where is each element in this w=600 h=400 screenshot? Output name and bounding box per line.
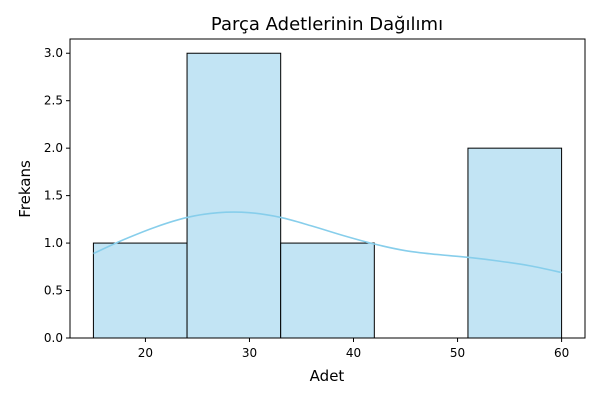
- x-tick-label: 50: [450, 346, 465, 360]
- x-tick-label: 20: [138, 346, 153, 360]
- y-tick-label: 2.0: [44, 141, 63, 155]
- x-tick-label: 60: [554, 346, 569, 360]
- y-tick-label: 0.5: [44, 284, 63, 298]
- histogram-bar-0: [92, 242, 188, 339]
- y-tick-label: 0.0: [44, 331, 63, 345]
- x-axis-label: Adet: [310, 367, 345, 385]
- y-tick-label: 1.0: [44, 236, 63, 250]
- x-axis-ticks: 20 30 40 50 60: [138, 338, 569, 360]
- x-tick-label: 40: [346, 346, 361, 360]
- plot-frame: [69, 38, 586, 339]
- histogram-bar-2: [280, 242, 375, 339]
- y-tick-label: 2.5: [44, 94, 63, 108]
- kde-curve: [93, 211, 562, 274]
- chart-title: Parça Adetlerinin Dağılımı: [211, 14, 443, 35]
- y-tick-label: 3.0: [44, 46, 63, 60]
- y-axis-label: Frekans: [16, 160, 34, 218]
- x-tick-label: 30: [242, 346, 257, 360]
- histogram-bar-4: [467, 147, 563, 339]
- y-axis-ticks: 0.0 0.5 1.0 1.5 2.0 2.5 3.0: [44, 46, 70, 345]
- histogram-bar-1: [186, 52, 282, 339]
- bars-layer: [92, 52, 563, 339]
- y-tick-label: 1.5: [44, 189, 63, 203]
